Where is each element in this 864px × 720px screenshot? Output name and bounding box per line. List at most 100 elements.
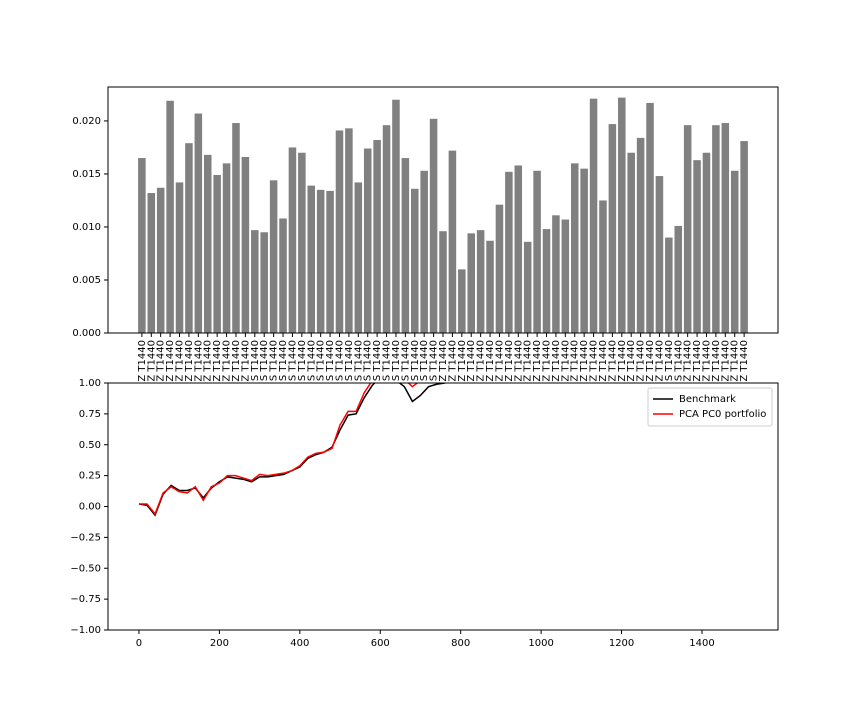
- x-tick-label: Z T1440: [457, 340, 468, 382]
- bar: [448, 150, 457, 333]
- x-tick-label: Z T1440: [494, 340, 505, 382]
- x-tick-label: S T1440: [419, 340, 430, 381]
- x-tick-label: S T1440: [334, 340, 345, 381]
- x-tick-label: Z T1440: [485, 340, 496, 382]
- bar: [674, 225, 683, 333]
- x-tick-label: Z T1440: [570, 340, 581, 382]
- x-tick-label: 1400: [689, 638, 714, 649]
- x-tick-label: S T1440: [278, 340, 289, 381]
- bar: [194, 113, 203, 333]
- y-tick-label: 0.00: [79, 502, 101, 513]
- bar: [288, 147, 297, 333]
- y-tick-label: −0.25: [70, 532, 101, 543]
- bar: [467, 233, 475, 333]
- x-tick-label: S T1440: [297, 340, 308, 381]
- x-tick-label: Z T1440: [137, 340, 148, 382]
- y-tick-label: 1.00: [79, 378, 101, 389]
- bar: [533, 170, 541, 333]
- x-tick-label: Z T1440: [542, 340, 553, 382]
- x-tick-label: S T1440: [316, 340, 327, 381]
- bar: [561, 219, 570, 333]
- x-tick-label: Z T1440: [654, 340, 665, 382]
- bar: [185, 143, 193, 333]
- line-series: [138, 383, 419, 516]
- x-tick-label: Z T1440: [513, 340, 524, 382]
- bar: [354, 182, 363, 333]
- x-tick-label: Z T1440: [447, 340, 458, 382]
- x-tick-label: Z T1440: [701, 340, 712, 382]
- bar: [420, 170, 428, 333]
- x-tick-label: Z T1440: [184, 340, 195, 382]
- bar: [712, 125, 720, 333]
- x-tick-label: 800: [451, 638, 470, 649]
- bar: [599, 200, 607, 333]
- bar: [486, 240, 494, 333]
- axes-frame: [107, 86, 779, 334]
- y-tick-label: −0.75: [70, 594, 101, 605]
- bar: [505, 171, 513, 333]
- x-tick-label: S T1440: [410, 340, 421, 381]
- x-tick-label: Z T1440: [683, 340, 694, 382]
- x-tick-label: S T1440: [344, 340, 355, 381]
- bar: [260, 232, 268, 333]
- bar: [373, 140, 381, 333]
- x-tick-label: Z T1440: [175, 340, 186, 382]
- bar: [665, 237, 673, 333]
- x-tick-label: 0: [136, 638, 142, 649]
- legend-box: [647, 387, 773, 427]
- x-tick-label: Z T1440: [146, 340, 157, 382]
- x-tick-label: Z T1440: [504, 340, 515, 382]
- x-tick-label: Z T1440: [589, 340, 600, 382]
- bar: [618, 97, 626, 333]
- x-tick-label: Z T1440: [222, 340, 233, 382]
- x-tick-label: 600: [371, 638, 390, 649]
- x-tick-label: S T1440: [259, 340, 270, 381]
- x-tick-label: 400: [290, 638, 309, 649]
- bar: [203, 154, 212, 333]
- x-tick-label: S T1440: [306, 340, 317, 381]
- y-tick-label: −1.00: [70, 625, 101, 636]
- x-tick-label: Z T1440: [193, 340, 204, 382]
- bar: [740, 141, 748, 333]
- bar: [222, 163, 231, 333]
- x-tick-label: Z T1440: [466, 340, 477, 382]
- x-tick-label: Z T1440: [626, 340, 637, 382]
- x-tick-label: Z T1440: [560, 340, 571, 382]
- x-tick-label: Z T1440: [617, 340, 628, 382]
- x-tick-label: S T1440: [353, 340, 364, 381]
- x-tick-label: S T1440: [673, 340, 684, 381]
- bar: [655, 176, 664, 333]
- x-tick-label: Z T1440: [607, 340, 618, 382]
- bar: [429, 118, 438, 333]
- x-tick-label: Z T1440: [739, 340, 750, 382]
- bar: [458, 269, 466, 333]
- x-tick-label: Z T1440: [636, 340, 647, 382]
- bar: [392, 99, 400, 333]
- bar: [627, 152, 635, 333]
- bar: [608, 124, 617, 334]
- bar: [156, 187, 165, 333]
- bar: [316, 189, 325, 333]
- x-tick-label: S T1440: [269, 340, 280, 381]
- y-tick-label: 0.005: [72, 275, 101, 286]
- x-tick-label: S T1440: [325, 340, 336, 381]
- x-tick-label: S T1440: [363, 340, 374, 381]
- x-tick-label: S T1440: [372, 340, 383, 381]
- bar: [401, 158, 410, 333]
- x-tick-label: Z T1440: [532, 340, 543, 382]
- x-tick-label: 1200: [609, 638, 634, 649]
- y-tick-label: 0.010: [72, 222, 101, 233]
- bar: [636, 137, 645, 333]
- x-tick-label: S T1440: [391, 340, 402, 381]
- bar: [166, 100, 174, 333]
- bar: [542, 229, 551, 333]
- x-tick-label: Z T1440: [165, 340, 176, 382]
- x-tick-label: Z T1440: [203, 340, 214, 382]
- y-tick-label: 0.50: [79, 440, 101, 451]
- x-tick-label: Z T1440: [711, 340, 722, 382]
- bar: [335, 130, 344, 333]
- bar: [232, 123, 240, 333]
- x-tick-label: Z T1440: [240, 340, 251, 382]
- y-tick-label: 0.75: [79, 409, 101, 420]
- x-tick-label: Z T1440: [476, 340, 487, 382]
